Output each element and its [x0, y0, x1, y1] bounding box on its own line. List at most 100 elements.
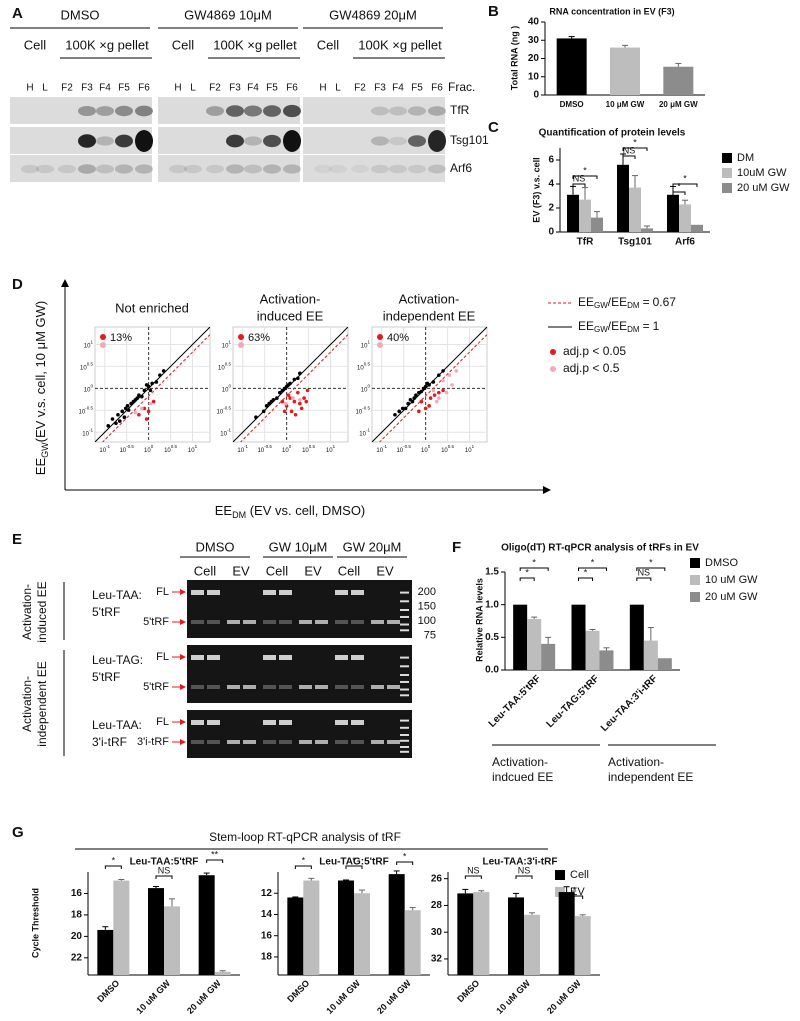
gel-band: [279, 720, 292, 725]
blot-band: [408, 164, 426, 174]
significance-bracket: [672, 191, 686, 195]
significance-bracket: [345, 865, 363, 869]
blot-band: [226, 164, 244, 174]
blot-band: [263, 134, 281, 148]
x-tick-label: Leu-TAG:5'tRF: [545, 673, 602, 730]
significance-label: NS: [573, 173, 586, 183]
ratio-line: [378, 334, 487, 442]
y-tick-label: 16: [71, 888, 83, 899]
bar: [657, 658, 672, 670]
point: [403, 406, 408, 411]
point: [135, 396, 140, 400]
label-part: =: [643, 319, 650, 333]
y-tick-label: 12: [261, 888, 273, 899]
legend-label: 20 uM GW: [737, 182, 790, 194]
significance-bracket: [294, 865, 312, 869]
point: [292, 399, 297, 404]
gel-band: [371, 685, 384, 689]
tick-label: 100.5: [80, 362, 93, 371]
tick-label: 100.5: [218, 362, 231, 371]
point: [447, 373, 452, 377]
tick-exp: -1: [244, 444, 248, 449]
band-label: 5'tRF: [143, 681, 169, 693]
label-part: EE: [578, 295, 594, 309]
lane-label: F2: [61, 83, 73, 94]
significance-bracket: [519, 577, 535, 581]
tick-exp: 1: [472, 444, 475, 449]
blot-band: [371, 164, 389, 174]
tick-base: 10: [357, 365, 364, 371]
panel-label: C: [488, 119, 499, 136]
key-dot: [238, 334, 244, 340]
lane-label: Cell: [194, 563, 217, 578]
y-tick-label: 18: [261, 952, 273, 963]
blot-band: [96, 136, 114, 146]
gel-band: [299, 620, 312, 624]
bar: [629, 604, 644, 670]
lane-label: F2: [209, 83, 221, 94]
tick-base: 10: [376, 448, 383, 454]
group-label: Activation-: [20, 676, 34, 732]
gel-band: [263, 655, 276, 660]
error-bar: [682, 199, 688, 205]
ladder-band: [400, 623, 409, 626]
ladder-band: [400, 629, 409, 632]
point: [444, 390, 449, 395]
gel-strip: [187, 645, 412, 703]
error-bar: [647, 627, 654, 641]
cell-label: Cell: [317, 37, 340, 52]
percent-label: 63%: [248, 332, 270, 344]
tick-exp: 1: [367, 340, 370, 345]
tick-label: 100: [361, 384, 371, 393]
bar: [679, 204, 691, 232]
y-axis-label: Relative RNA levels: [474, 578, 484, 662]
point: [146, 409, 151, 414]
tick-base: 10: [82, 431, 89, 437]
point: [144, 383, 149, 387]
error-bar: [409, 907, 416, 911]
bar: [354, 893, 370, 975]
bar: [97, 929, 114, 975]
blot-band: [226, 105, 244, 117]
tick-base: 10: [396, 448, 403, 454]
point: [154, 380, 159, 384]
gel-band: [335, 720, 348, 725]
significance-label: *: [649, 557, 653, 567]
label-part: 0.67: [653, 295, 677, 309]
point: [423, 406, 428, 411]
key-dot: [377, 334, 383, 340]
x-tick-label: 20 uM GW: [185, 978, 223, 1016]
lane-label: F4: [247, 83, 259, 94]
significance-label: *: [302, 855, 306, 865]
gel-band: [243, 620, 256, 624]
x-tick-label: DMSO: [560, 100, 584, 109]
legend-label: DMSO: [705, 557, 738, 569]
gel-band: [207, 685, 220, 689]
tick-exp: 0.5: [171, 444, 178, 449]
blot-band: [135, 130, 153, 152]
gel-band: [279, 620, 292, 624]
gel-band: [227, 740, 240, 744]
point: [110, 417, 115, 421]
bar: [610, 47, 640, 95]
x-tick-label: DMSO: [455, 978, 481, 1004]
point: [437, 390, 441, 395]
bar: [629, 187, 641, 232]
legend-label: DM: [737, 152, 754, 164]
point: [291, 396, 295, 400]
lane-label: F6: [431, 83, 443, 94]
tick-base: 10: [356, 409, 363, 415]
row-label: 5'tRF: [92, 605, 120, 619]
group-label: independent EE: [608, 770, 693, 784]
gel-band: [335, 685, 348, 689]
legend-label: 10uM GW: [737, 167, 787, 179]
point: [393, 412, 397, 417]
y-tick-label: 14: [261, 909, 273, 920]
point: [293, 412, 298, 417]
significance-label: *: [584, 567, 588, 577]
point: [122, 415, 127, 420]
tick-exp: -0.5: [126, 444, 134, 449]
label-rest: (EV vs. cell, DMSO): [246, 503, 365, 518]
blot-band: [428, 106, 446, 116]
point: [437, 396, 441, 400]
